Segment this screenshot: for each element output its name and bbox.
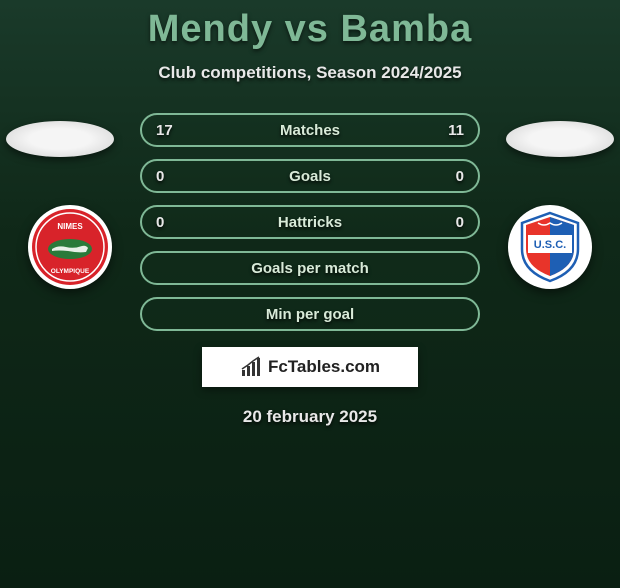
player-oval-right [506,121,614,157]
svg-text:U.S.C.: U.S.C. [534,239,566,251]
svg-text:OLYMPIQUE: OLYMPIQUE [51,268,90,275]
brand-box: FcTables.com [202,347,418,387]
stat-right-value: 11 [448,122,464,139]
chart-icon [240,356,262,378]
subtitle: Club competitions, Season 2024/2025 [0,63,620,83]
page-title: Mendy vs Bamba [0,8,620,51]
brand-text: FcTables.com [268,357,380,377]
stat-right-value: 0 [456,168,464,185]
club-badge-right: U.S.C. [508,205,592,289]
stat-row-gpm: Goals per match [140,251,480,285]
stat-label: Goals per match [251,260,369,277]
club-badge-left: NIMES OLYMPIQUE [28,205,112,289]
comparison-area: NIMES OLYMPIQUE U.S.C. 17 Matches 11 0 G… [0,113,620,331]
stat-label: Goals [289,168,331,185]
nimes-badge-icon: NIMES OLYMPIQUE [28,205,112,289]
stat-label: Matches [280,122,340,139]
stat-row-matches: 17 Matches 11 [140,113,480,147]
stat-left-value: 17 [156,122,173,139]
stat-left-value: 0 [156,168,164,185]
stat-left-value: 0 [156,214,164,231]
svg-text:NIMES: NIMES [57,222,83,231]
stat-row-hattricks: 0 Hattricks 0 [140,205,480,239]
stat-label: Min per goal [266,306,354,323]
stat-label: Hattricks [278,214,342,231]
stat-row-goals: 0 Goals 0 [140,159,480,193]
stat-row-mpg: Min per goal [140,297,480,331]
date: 20 february 2025 [0,407,620,427]
stat-rows: 17 Matches 11 0 Goals 0 0 Hattricks 0 Go… [140,113,480,331]
stat-right-value: 0 [456,214,464,231]
usc-badge-icon: U.S.C. [508,205,592,289]
player-oval-left [6,121,114,157]
